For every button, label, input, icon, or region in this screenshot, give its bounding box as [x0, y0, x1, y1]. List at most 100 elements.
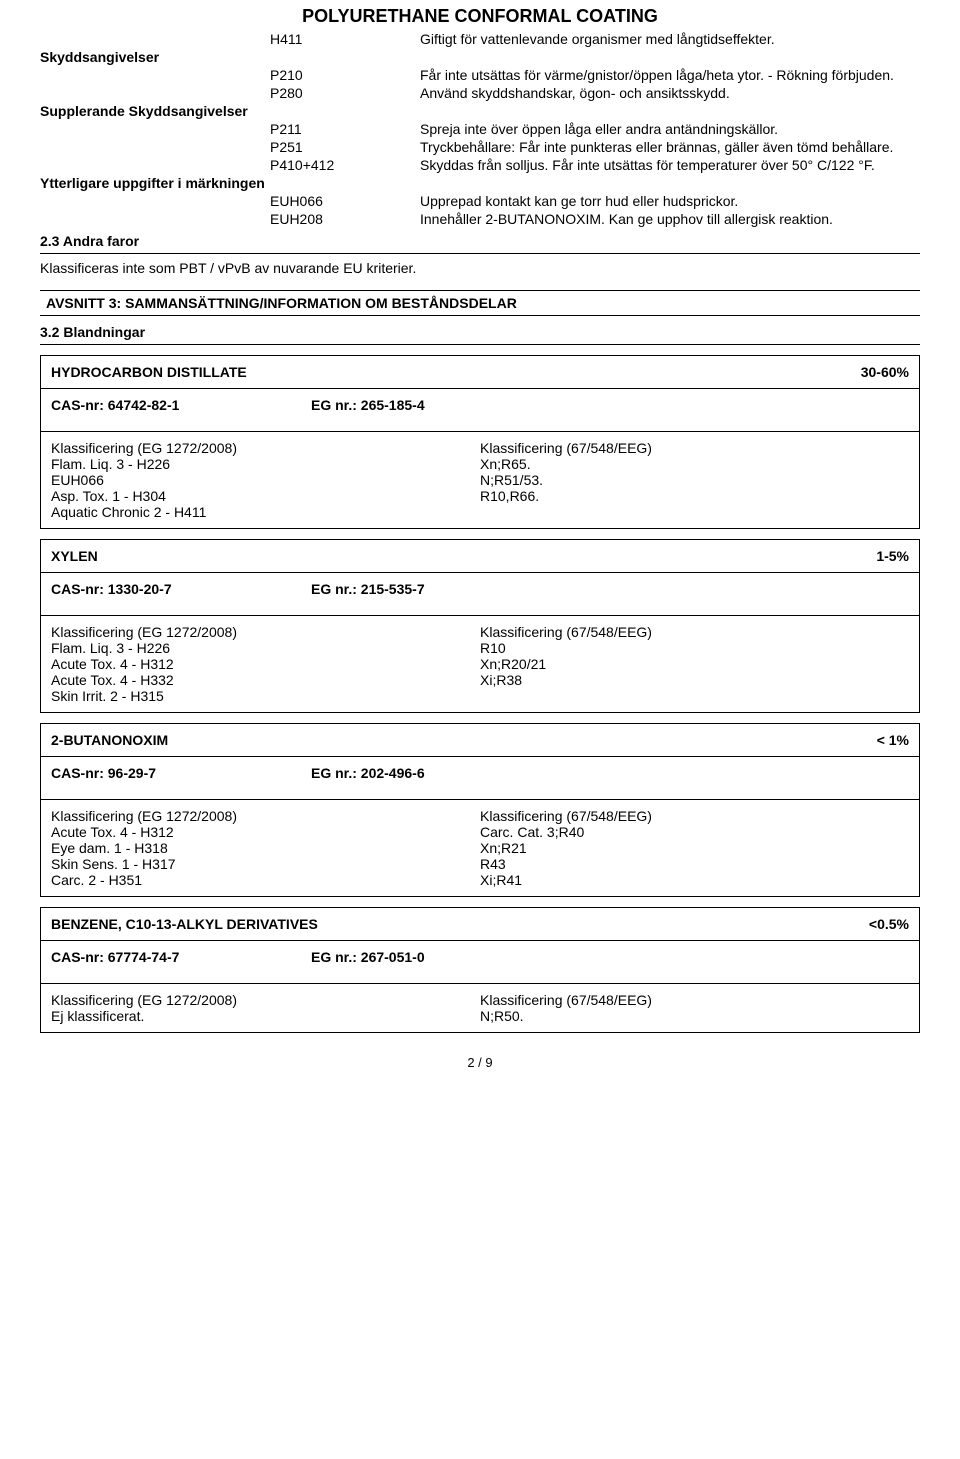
classification-line: Eye dam. 1 - H318	[51, 840, 480, 856]
classification-line: Xn;R20/21	[480, 656, 909, 672]
ingredient-classification: Klassificering (EG 1272/2008)Flam. Liq. …	[41, 616, 919, 712]
classification-clp: Klassificering (EG 1272/2008)Flam. Liq. …	[51, 624, 480, 704]
classification-dsd-title: Klassificering (67/548/EEG)	[480, 440, 909, 456]
classification-line: N;R50.	[480, 1008, 909, 1024]
classification-dsd: Klassificering (67/548/EEG)Carc. Cat. 3;…	[480, 808, 909, 888]
classification-line: Acute Tox. 4 - H332	[51, 672, 480, 688]
page-footer: 2 / 9	[40, 1055, 920, 1070]
divider	[40, 344, 920, 345]
extra-info-code: EUH066	[40, 193, 420, 209]
classification-line: R43	[480, 856, 909, 872]
suppl-precaution-code: P251	[40, 139, 420, 155]
ingredient-name: XYLEN	[51, 548, 98, 564]
ingredient-ids: CAS-nr: 67774-74-7EG nr.: 267-051-0	[41, 941, 919, 984]
classification-dsd-title: Klassificering (67/548/EEG)	[480, 808, 909, 824]
sec-23-text: Klassificeras inte som PBT / vPvB av nuv…	[40, 260, 920, 276]
ingredient-header: 2-BUTANONOXIM < 1%	[41, 724, 919, 757]
ingredient-header: HYDROCARBON DISTILLATE 30-60%	[41, 356, 919, 389]
cas-nr: CAS-nr: 67774-74-7	[51, 949, 311, 965]
classification-line: Xn;R65.	[480, 456, 909, 472]
skydds-label: Skyddsangivelser	[40, 49, 920, 65]
ingredient-header: BENZENE, C10-13-ALKYL DERIVATIVES <0.5%	[41, 908, 919, 941]
classification-dsd-title: Klassificering (67/548/EEG)	[480, 624, 909, 640]
classification-line: Aquatic Chronic 2 - H411	[51, 504, 480, 520]
sec-23-heading: 2.3 Andra faror	[40, 233, 920, 249]
hazard-row: H411Giftigt för vattenlevande organismer…	[40, 31, 920, 47]
hazard-text: Giftigt för vattenlevande organismer med…	[420, 31, 920, 47]
ingredient-ids: CAS-nr: 64742-82-1EG nr.: 265-185-4	[41, 389, 919, 432]
ingredient-header: XYLEN 1-5%	[41, 540, 919, 573]
page-title: POLYURETHANE CONFORMAL COATING	[40, 6, 920, 27]
classification-line: R10	[480, 640, 909, 656]
classification-dsd-title: Klassificering (67/548/EEG)	[480, 992, 909, 1008]
classification-dsd: Klassificering (67/548/EEG)N;R50.	[480, 992, 909, 1024]
ingredient-classification: Klassificering (EG 1272/2008)Acute Tox. …	[41, 800, 919, 896]
precaution-row: P210Får inte utsättas för värme/gnistor/…	[40, 67, 920, 83]
divider	[40, 253, 920, 254]
classification-line: Xn;R21	[480, 840, 909, 856]
classification-line: Skin Irrit. 2 - H315	[51, 688, 480, 704]
precaution-text: Får inte utsättas för värme/gnistor/öppe…	[420, 67, 920, 83]
classification-line: Carc. 2 - H351	[51, 872, 480, 888]
eg-nr: EG nr.: 215-535-7	[311, 581, 425, 597]
extra-info-row: EUH208Innehåller 2-BUTANONOXIM. Kan ge u…	[40, 211, 920, 227]
ingredient-box: HYDROCARBON DISTILLATE 30-60% CAS-nr: 6474…	[40, 355, 920, 529]
precaution-row: P280Använd skyddshandskar, ögon- och ans…	[40, 85, 920, 101]
classification-line: Ej klassificerat.	[51, 1008, 480, 1024]
classification-clp-title: Klassificering (EG 1272/2008)	[51, 624, 480, 640]
ingredient-pct: <0.5%	[869, 916, 909, 932]
classification-clp: Klassificering (EG 1272/2008)Ej klassifi…	[51, 992, 480, 1024]
eg-nr: EG nr.: 267-051-0	[311, 949, 425, 965]
classification-clp: Klassificering (EG 1272/2008)Acute Tox. …	[51, 808, 480, 888]
ingredient-classification: Klassificering (EG 1272/2008)Ej klassifi…	[41, 984, 919, 1032]
classification-clp-title: Klassificering (EG 1272/2008)	[51, 992, 480, 1008]
classification-clp-title: Klassificering (EG 1272/2008)	[51, 808, 480, 824]
suppl-label: Supplerande Skyddsangivelser	[40, 103, 920, 119]
precaution-code: P210	[40, 67, 420, 83]
suppl-precaution-row: P410+412Skyddas från solljus. Får inte u…	[40, 157, 920, 173]
ingredient-box: XYLEN1-5%CAS-nr: 1330-20-7EG nr.: 215-53…	[40, 539, 920, 713]
classification-line: Acute Tox. 4 - H312	[51, 824, 480, 840]
extra-info-text: Innehåller 2-BUTANONOXIM. Kan ge upphov …	[420, 211, 920, 227]
ingredient-pct: 1-5%	[876, 548, 909, 564]
classification-clp: Klassificering (EG 1272/2008)Flam. Liq. …	[51, 440, 480, 520]
classification-line: Xi;R38	[480, 672, 909, 688]
suppl-precaution-code: P410+412	[40, 157, 420, 173]
classification-line: Carc. Cat. 3;R40	[480, 824, 909, 840]
classification-line: Acute Tox. 4 - H312	[51, 656, 480, 672]
precaution-text: Använd skyddshandskar, ögon- och ansikts…	[420, 85, 920, 101]
ingredient-name: 2-BUTANONOXIM	[51, 732, 168, 748]
extra-info-row: EUH066Upprepad kontakt kan ge torr hud e…	[40, 193, 920, 209]
classification-clp-title: Klassificering (EG 1272/2008)	[51, 440, 480, 456]
ingredient-box: BENZENE, C10-13-ALKYL DERIVATIVES <0.5% CA…	[40, 907, 920, 1033]
suppl-precaution-text: Skyddas från solljus. Får inte utsättas …	[420, 157, 920, 173]
classification-dsd: Klassificering (67/548/EEG)Xn;R65.N;R51/…	[480, 440, 909, 520]
classification-line: Asp. Tox. 1 - H304	[51, 488, 480, 504]
ingredient-name: BENZENE, C10-13-ALKYL DERIVATIVES	[51, 916, 318, 932]
classification-line: Xi;R41	[480, 872, 909, 888]
extra-info-code: EUH208	[40, 211, 420, 227]
classification-line: Flam. Liq. 3 - H226	[51, 640, 480, 656]
eg-nr: EG nr.: 202-496-6	[311, 765, 425, 781]
cas-nr: CAS-nr: 64742-82-1	[51, 397, 311, 413]
suppl-precaution-text: Spreja inte över öppen låga eller andra …	[420, 121, 920, 137]
extra-label: Ytterligare uppgifter i märkningen	[40, 175, 920, 191]
cas-nr: CAS-nr: 96-29-7	[51, 765, 311, 781]
ingredient-classification: Klassificering (EG 1272/2008)Flam. Liq. …	[41, 432, 919, 528]
suppl-precaution-row: P251Tryckbehållare: Får inte punkteras e…	[40, 139, 920, 155]
hazard-code: H411	[40, 31, 420, 47]
suppl-precaution-row: P211Spreja inte över öppen låga eller an…	[40, 121, 920, 137]
avsnitt-3-heading: AVSNITT 3: SAMMANSÄTTNING/INFORMATION OM…	[40, 290, 920, 316]
suppl-precaution-text: Tryckbehållare: Får inte punkteras eller…	[420, 139, 920, 155]
suppl-precaution-code: P211	[40, 121, 420, 137]
ingredient-pct: < 1%	[877, 732, 909, 748]
classification-line: Flam. Liq. 3 - H226	[51, 456, 480, 472]
precaution-code: P280	[40, 85, 420, 101]
classification-line: Skin Sens. 1 - H317	[51, 856, 480, 872]
ingredient-pct: 30-60%	[861, 364, 909, 380]
ingredient-box: 2-BUTANONOXIM < 1% CAS-nr: 96-29-7EG nr.: …	[40, 723, 920, 897]
classification-line: N;R51/53.	[480, 472, 909, 488]
ingredient-ids: CAS-nr: 96-29-7EG nr.: 202-496-6	[41, 757, 919, 800]
ingredient-name: HYDROCARBON DISTILLATE	[51, 364, 247, 380]
sec-32-heading: 3.2 Blandningar	[40, 324, 920, 340]
